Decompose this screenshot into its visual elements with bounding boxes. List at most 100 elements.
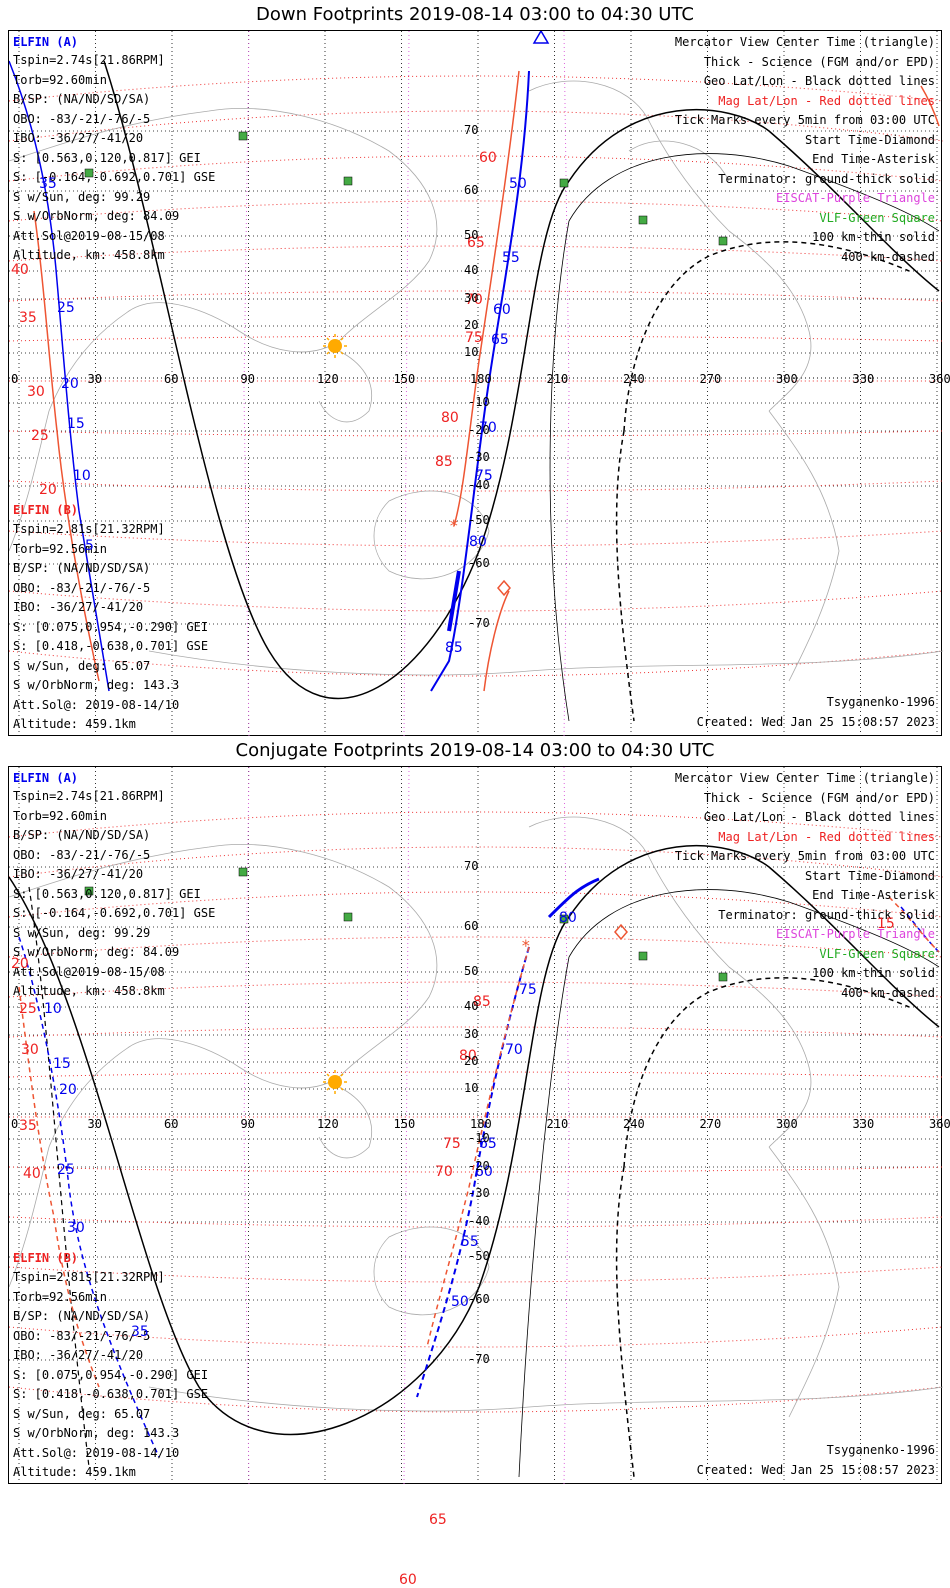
legend-item: 400 km-dashed xyxy=(841,249,935,264)
sun-icon xyxy=(323,1070,347,1094)
lon-label: 240 xyxy=(623,372,645,386)
elfin-b-header: ELFIN (B) xyxy=(13,503,79,517)
legend-item: VLF-Green Square xyxy=(819,210,935,225)
lat-label: -70 xyxy=(468,616,490,630)
legend-item: 100 km-thin solid xyxy=(812,966,935,980)
elfin-b-tick: 20 xyxy=(39,482,57,498)
elfin-a-tick: 85 xyxy=(445,640,463,656)
lon-label: 270 xyxy=(699,372,722,386)
lat-label: 20 xyxy=(464,1054,479,1068)
mag-grid xyxy=(9,811,943,1413)
elfin-b-track xyxy=(33,70,940,692)
lon-label: 210 xyxy=(546,372,569,386)
legend-item: Tick Marks every 5min from 03:00 UTC xyxy=(674,849,935,863)
elfin-a-tick: 60 xyxy=(493,302,511,318)
elfin-b-line: OBO: -83/-21/-76/-5 xyxy=(13,580,151,595)
lat-label: 10 xyxy=(464,345,479,359)
elfin-a-line: S: [-0.164,-0.692,0.701] GSE xyxy=(13,906,216,920)
elfin-a-line: S: [0.563,0.120,0.817] GEI xyxy=(13,150,201,165)
elfin-a-line: Att.Sol@2019-08-15/08 xyxy=(13,228,165,243)
elfin-b-track xyxy=(18,896,940,1388)
elfin-a-line: Altitude, km: 458.8km xyxy=(13,248,165,262)
elfin-a-line: Altitude, km: 458.8km xyxy=(13,984,165,998)
elfin-b-line: S w/OrbNorm, deg: 143.3 xyxy=(13,1426,180,1440)
elfin-a-line: OBO: -83/-21/-76/-5 xyxy=(13,111,151,126)
elfin-a-track xyxy=(18,877,940,1458)
elfin-a-tick: 20 xyxy=(59,1082,77,1098)
lat-label: -10 xyxy=(468,1131,490,1145)
elfin-b-tick: 70 xyxy=(435,1164,453,1180)
elfin-b-tick: 60 xyxy=(479,150,497,166)
lon-label: 360 xyxy=(929,1117,950,1131)
lon-label: 30 xyxy=(87,1117,102,1131)
elfin-a-line: Torb=92.60min xyxy=(13,72,107,87)
panel-1-title: Down Footprints 2019-08-14 03:00 to 04:3… xyxy=(256,4,694,25)
elfin-a-tick: 10 xyxy=(73,468,91,484)
legend-item: End Time-Asterisk xyxy=(812,888,935,902)
elfin-a-tick: 25 xyxy=(57,1162,75,1178)
elfin-b-header: ELFIN (B) xyxy=(13,1251,79,1265)
vlf-squares xyxy=(84,131,728,246)
elfin-a-line: S: [-0.164,-0.692,0.701] GSE xyxy=(13,170,216,184)
lon-label: 60 xyxy=(164,1117,179,1131)
created-label: Created: Wed Jan 25 15:08:57 2023 xyxy=(696,1463,935,1477)
lon-label: 90 xyxy=(240,372,255,386)
elfin-b-tick: 30 xyxy=(27,384,45,400)
elfin-a-line: Tspin=2.74s[21.86RPM] xyxy=(13,789,165,803)
legend-item: End Time-Asterisk xyxy=(812,152,935,166)
elfin-a-tick: 30 xyxy=(67,1220,85,1236)
legend-item: 100 km-thin solid xyxy=(812,230,935,244)
elfin-b-line: S: [0.418,-0.638,0.701] GSE xyxy=(13,639,209,653)
lon-label: 60 xyxy=(164,372,179,386)
legend-item: Start Time-Diamond xyxy=(804,132,935,147)
elfin-b-tick: 40 xyxy=(23,1166,41,1182)
markers: * xyxy=(449,31,550,597)
elfin-b-line: Torb=92.56min xyxy=(13,541,107,556)
lon-label: 30 xyxy=(87,372,102,386)
lat-label: -40 xyxy=(468,1214,490,1228)
terminator xyxy=(9,844,940,1478)
legend-item: 400 km-dashed xyxy=(841,985,935,1000)
legend-item: Terminator: ground-thick solid xyxy=(718,907,935,922)
elfin-a-line: B/SP: (NA/ND/SD/SA) xyxy=(13,828,151,842)
elfin-a-tick: 55 xyxy=(461,1234,479,1250)
lat-label: -20 xyxy=(468,423,490,437)
elfin-b-tick: 65 xyxy=(467,235,485,251)
lat-label: 50 xyxy=(464,964,479,978)
legend-item: EISCAT-Purple Triangle xyxy=(776,927,935,941)
elfin-a-tick: 50 xyxy=(451,1294,469,1310)
elfin-b-tick: 20 xyxy=(11,956,29,972)
elfin-b-tick: 85 xyxy=(435,454,453,470)
elfin-b-line: S: [0.075,0.954,-0.290] GEI xyxy=(13,1367,209,1382)
elfin-b-line: B/SP: (NA/ND/SD/SA) xyxy=(13,1309,151,1323)
elfin-b-line: Torb=92.56min xyxy=(13,1289,107,1304)
legend-item: Geo Lat/Lon - Black dotted lines xyxy=(703,810,935,824)
elfin-a-line: OBO: -83/-21/-76/-5 xyxy=(13,847,151,862)
panel-1-frame: * ELFIN (A) Tspin=2.74s[21.86RPM] Torb=92… xyxy=(8,30,950,737)
elfin-b-tick: 40 xyxy=(11,262,29,278)
elfin-b-line: S w/Sun, deg: 65.07 xyxy=(13,658,151,673)
elfin-b-line: IBO: -36/27/-41/20 xyxy=(13,1348,144,1362)
lon-label: 150 xyxy=(393,372,416,386)
continents xyxy=(9,80,943,682)
elfin-a-line: S: [0.563,0.120,0.817] GEI xyxy=(13,886,201,901)
lat-label: -50 xyxy=(468,513,490,527)
lon-label: 120 xyxy=(317,1117,339,1131)
end-time-asterisk: * xyxy=(521,936,531,955)
lat-label: -50 xyxy=(468,1249,490,1263)
lon-label: 330 xyxy=(852,1117,875,1131)
legend-item: Terminator: ground-thick solid xyxy=(718,171,935,186)
legend-item: Mercator View Center Time (triangle) xyxy=(674,35,935,49)
elfin-a-tick: 5 xyxy=(85,538,94,554)
lat-label: 40 xyxy=(464,263,479,277)
lat-label: -30 xyxy=(468,1186,490,1200)
elfin-b-line: Att.Sol@: 2019-08-14/10 xyxy=(13,697,180,712)
lon-label: 210 xyxy=(546,1117,569,1131)
elfin-a-line: Att.Sol@2019-08-15/08 xyxy=(13,964,165,979)
eiscat-meridians xyxy=(243,31,570,737)
elfin-a-line: Torb=92.60min xyxy=(13,808,107,823)
elfin-b-tick: 15 xyxy=(877,916,895,932)
mag-grid xyxy=(9,75,943,677)
elfin-b-line: OBO: -83/-21/-76/-5 xyxy=(13,1328,151,1343)
lon-label: 120 xyxy=(317,372,339,386)
